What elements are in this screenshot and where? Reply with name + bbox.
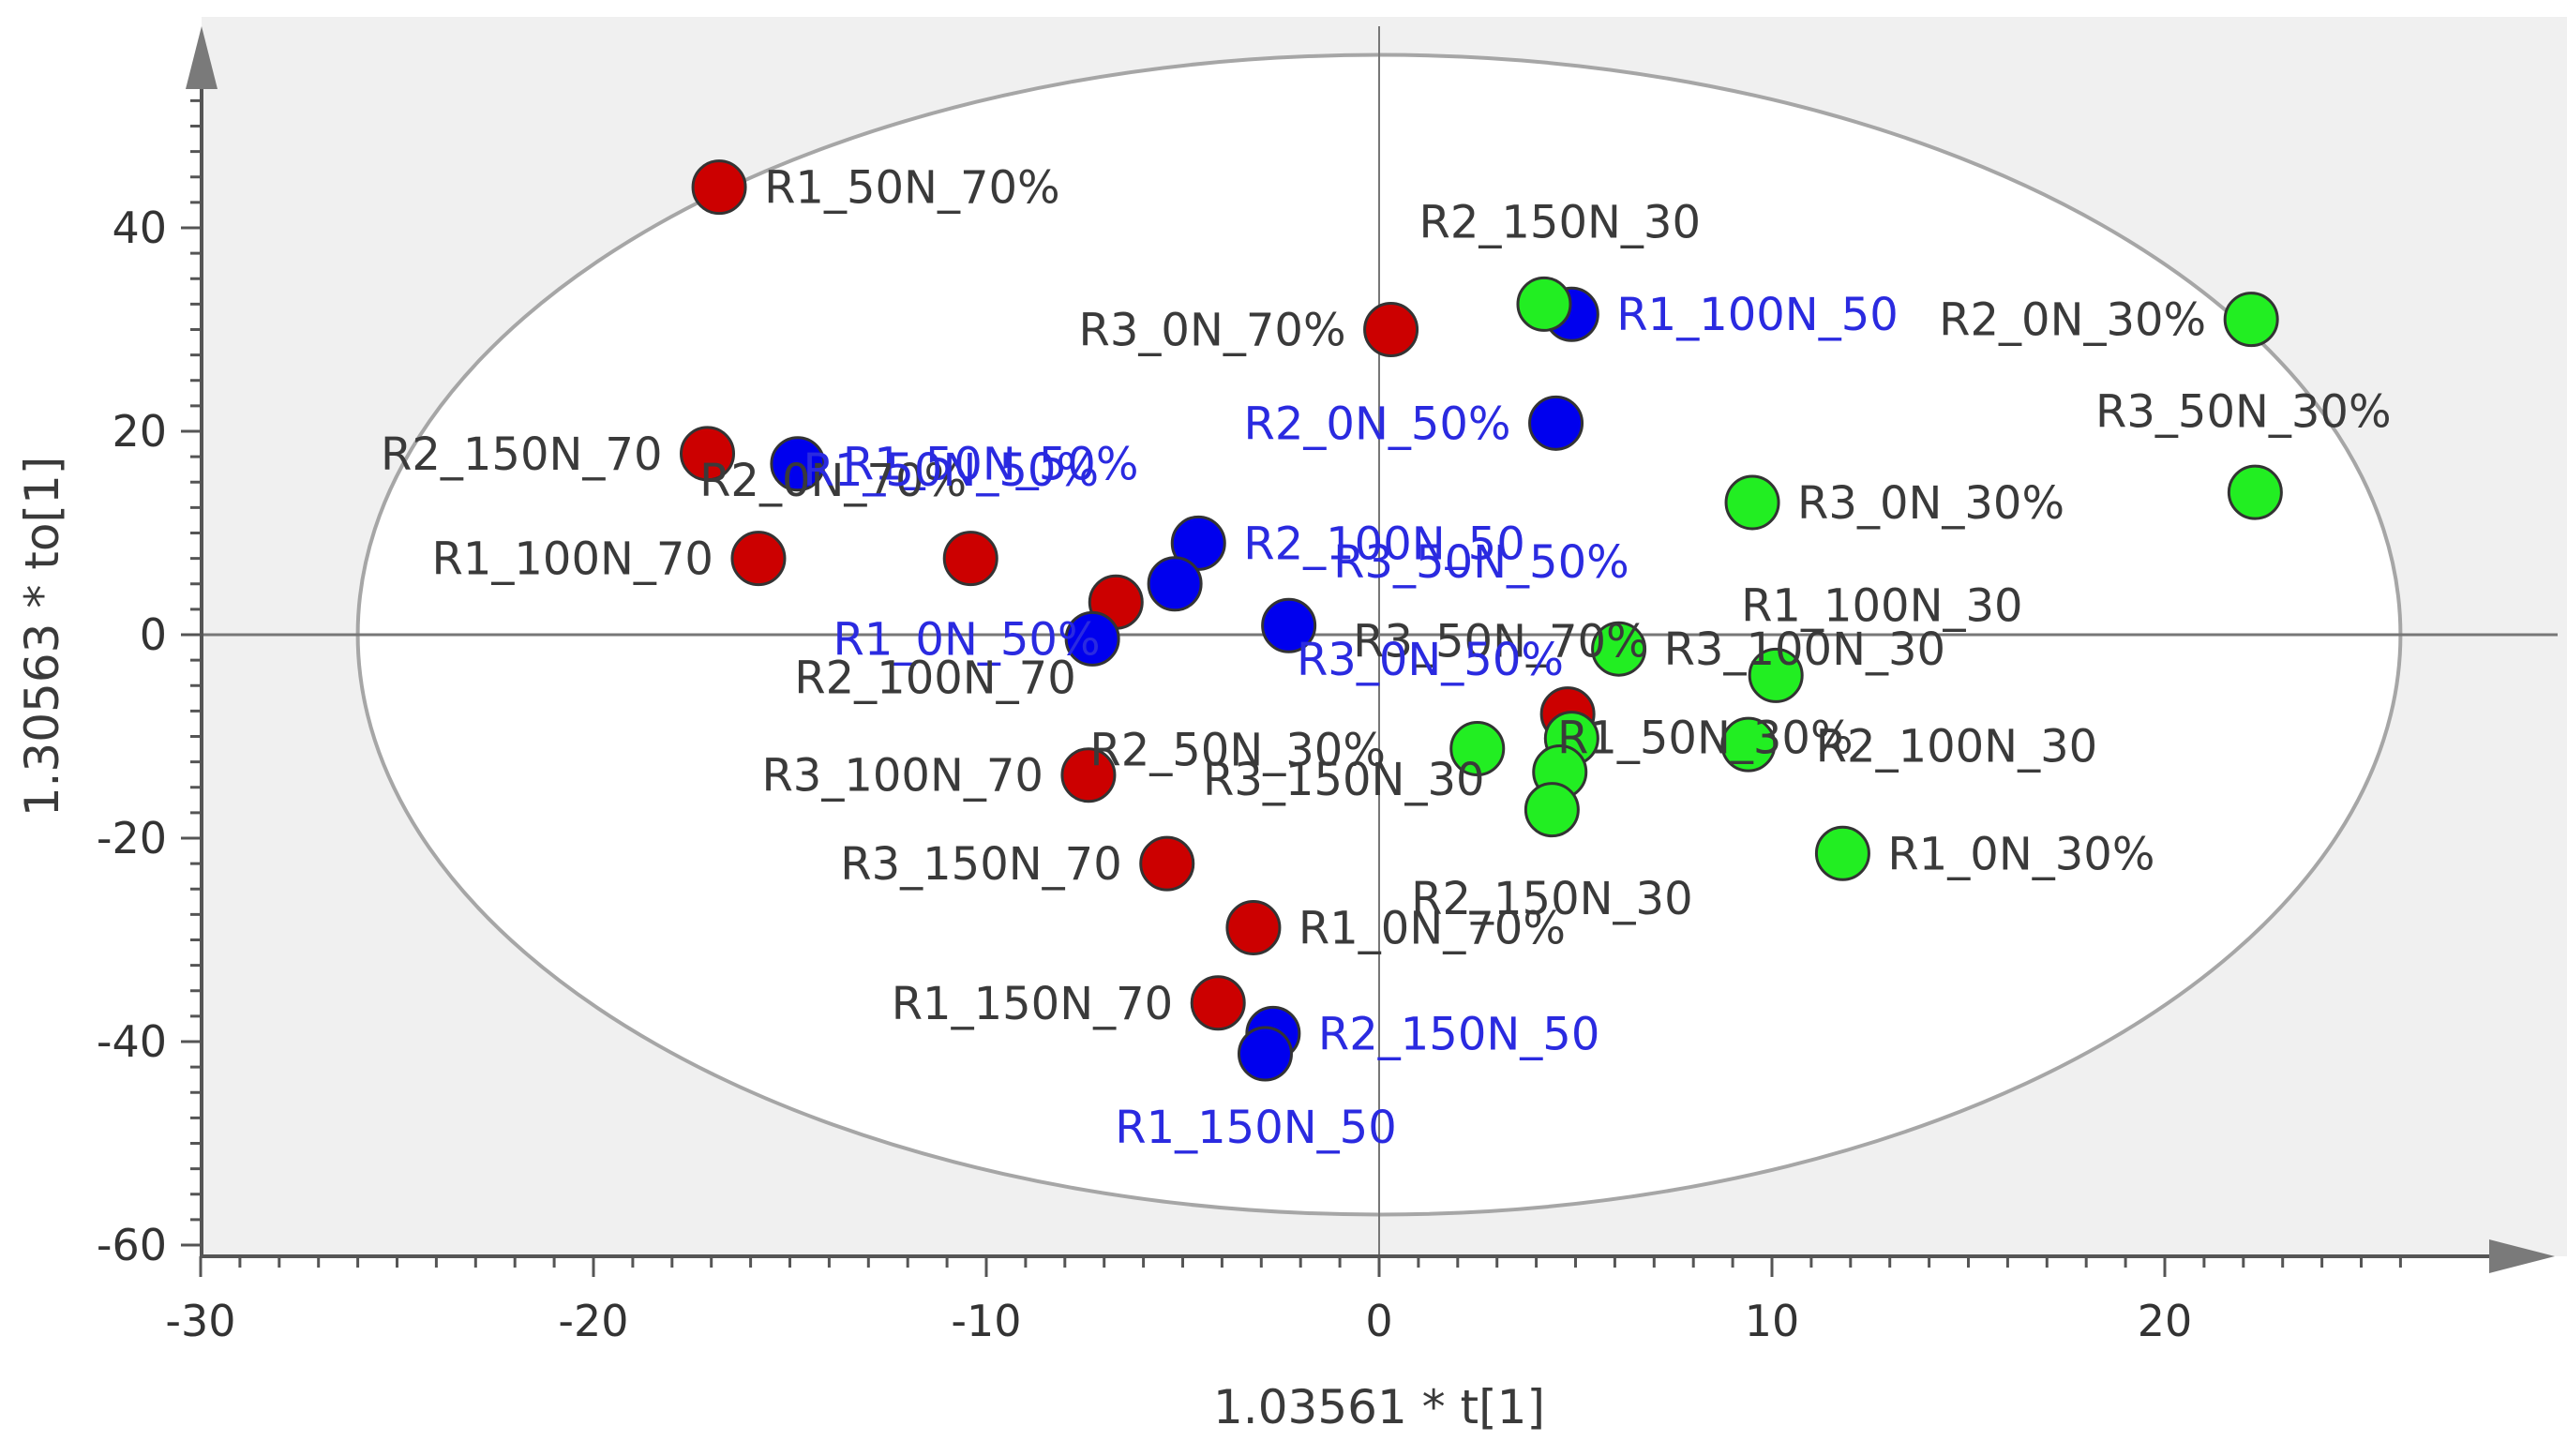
x-axis-arrow-icon <box>2489 1239 2555 1273</box>
y-tick-label: -40 <box>97 1016 167 1067</box>
point-label: R1_100N_30 <box>1741 580 2023 633</box>
data-point[interactable] <box>1147 556 1203 612</box>
point-label: R3_100N_30 <box>1664 623 1945 676</box>
point-label: R2_150N_30 <box>1411 873 1693 925</box>
data-point[interactable] <box>1190 975 1246 1031</box>
x-tick-label: 10 <box>1745 1296 1800 1346</box>
point-label: R1_0N_30% <box>1887 828 2154 880</box>
data-point[interactable] <box>1261 597 1317 653</box>
point-label: R2_0N_50% <box>1244 398 1511 450</box>
data-point[interactable] <box>680 426 736 482</box>
data-points <box>680 159 2283 1082</box>
point-label: R1_50N_70% <box>764 162 1060 215</box>
data-point[interactable] <box>1524 782 1580 838</box>
point-label: R3_0N_70% <box>1079 305 1346 357</box>
x-tick-label: 20 <box>2138 1296 2193 1346</box>
data-point[interactable] <box>1064 610 1120 667</box>
data-point[interactable] <box>1748 647 1804 703</box>
point-label: R1_150N_50 <box>1115 1102 1397 1154</box>
data-point[interactable] <box>1528 395 1584 451</box>
point-label: R1_50N_50% <box>803 444 1100 497</box>
data-point[interactable] <box>1591 621 1647 677</box>
point-label: R3_150N_30 <box>1203 754 1485 806</box>
x-tick-label: 0 <box>1365 1296 1392 1346</box>
point-label: R2_50N_30% <box>1089 725 1386 777</box>
y-tick-label: -20 <box>97 813 167 863</box>
axis-tick-labels: -30 -20 -10 0 10 20 -60 -40 -20 0 20 40 <box>97 203 2192 1346</box>
data-point[interactable] <box>1814 825 1870 881</box>
data-point[interactable] <box>1225 899 1282 955</box>
point-label: R2_0N_70% <box>699 455 967 507</box>
point-label: R3_50N_50% <box>1333 536 1629 589</box>
y-tick-label: -60 <box>97 1220 167 1270</box>
y-tick-label: 0 <box>140 609 167 660</box>
x-tick-label: -10 <box>951 1296 1021 1346</box>
point-label: R1_0N_70% <box>1299 902 1566 954</box>
point-label: R2_100N_50 <box>1243 518 1525 570</box>
axis-ticks <box>181 98 2402 1277</box>
point-label: R3_150N_70 <box>840 838 1122 891</box>
overlapping-point-labels: R2_150N_30R3_50N_30%R2_0N_70%R1_50N_50%R… <box>699 196 2392 925</box>
point-label: R3_50N_30% <box>2095 385 2392 438</box>
data-point-labels: R1_50N_70% R3_0N_70% R2_150N_70 R1_100N_70 R… <box>381 162 2206 1154</box>
point-label: R3_0N_50% <box>1297 634 1564 686</box>
data-point[interactable] <box>942 531 998 587</box>
point-label: R2_0N_30% <box>1939 294 2206 347</box>
data-point[interactable] <box>1139 835 1195 892</box>
y-tick-label: 40 <box>112 203 167 253</box>
point-label: R1_50N_50% <box>843 439 1139 491</box>
data-point[interactable] <box>1363 302 1419 357</box>
y-tick-label: 20 <box>112 406 167 457</box>
point-label: R3_100N_70 <box>761 750 1043 803</box>
x-tick-label: -30 <box>165 1296 235 1346</box>
data-point[interactable] <box>1237 1026 1293 1082</box>
point-label: R2_150N_30 <box>1419 196 1701 248</box>
data-point[interactable] <box>1720 716 1777 773</box>
point-label: R3_50N_70% <box>1353 616 1649 668</box>
point-label: R1_150N_70 <box>892 978 1174 1030</box>
point-label: R1_0N_50% <box>833 613 1101 666</box>
point-label: R1_100N_70 <box>431 533 713 586</box>
point-label: R2_150N_70 <box>381 428 663 481</box>
x-axis-title: 1.03561 * t[1] <box>1213 1380 1545 1434</box>
x-tick-label: -20 <box>558 1296 628 1346</box>
data-point[interactable] <box>1060 747 1117 803</box>
data-point[interactable] <box>730 531 787 587</box>
point-label: R3_0N_30% <box>1797 477 2064 530</box>
point-label: R1_100N_50 <box>1616 289 1899 341</box>
point-label: R1_50N_30% <box>1557 713 1854 765</box>
data-point[interactable] <box>691 159 747 216</box>
point-label: R2_150N_50 <box>1318 1008 1600 1060</box>
point-label: R2_100N_70 <box>794 653 1076 705</box>
data-point[interactable] <box>1449 721 1506 777</box>
data-point[interactable] <box>1516 276 1572 332</box>
point-label: R2_100N_30 <box>1816 720 2098 773</box>
data-point[interactable] <box>2227 464 2283 520</box>
y-axis-title: 1.30563 * to[1] <box>15 457 69 818</box>
data-point[interactable] <box>1724 474 1780 531</box>
data-point[interactable] <box>2223 292 2279 348</box>
data-point[interactable] <box>770 436 826 492</box>
y-axis-arrow-icon <box>186 26 218 89</box>
